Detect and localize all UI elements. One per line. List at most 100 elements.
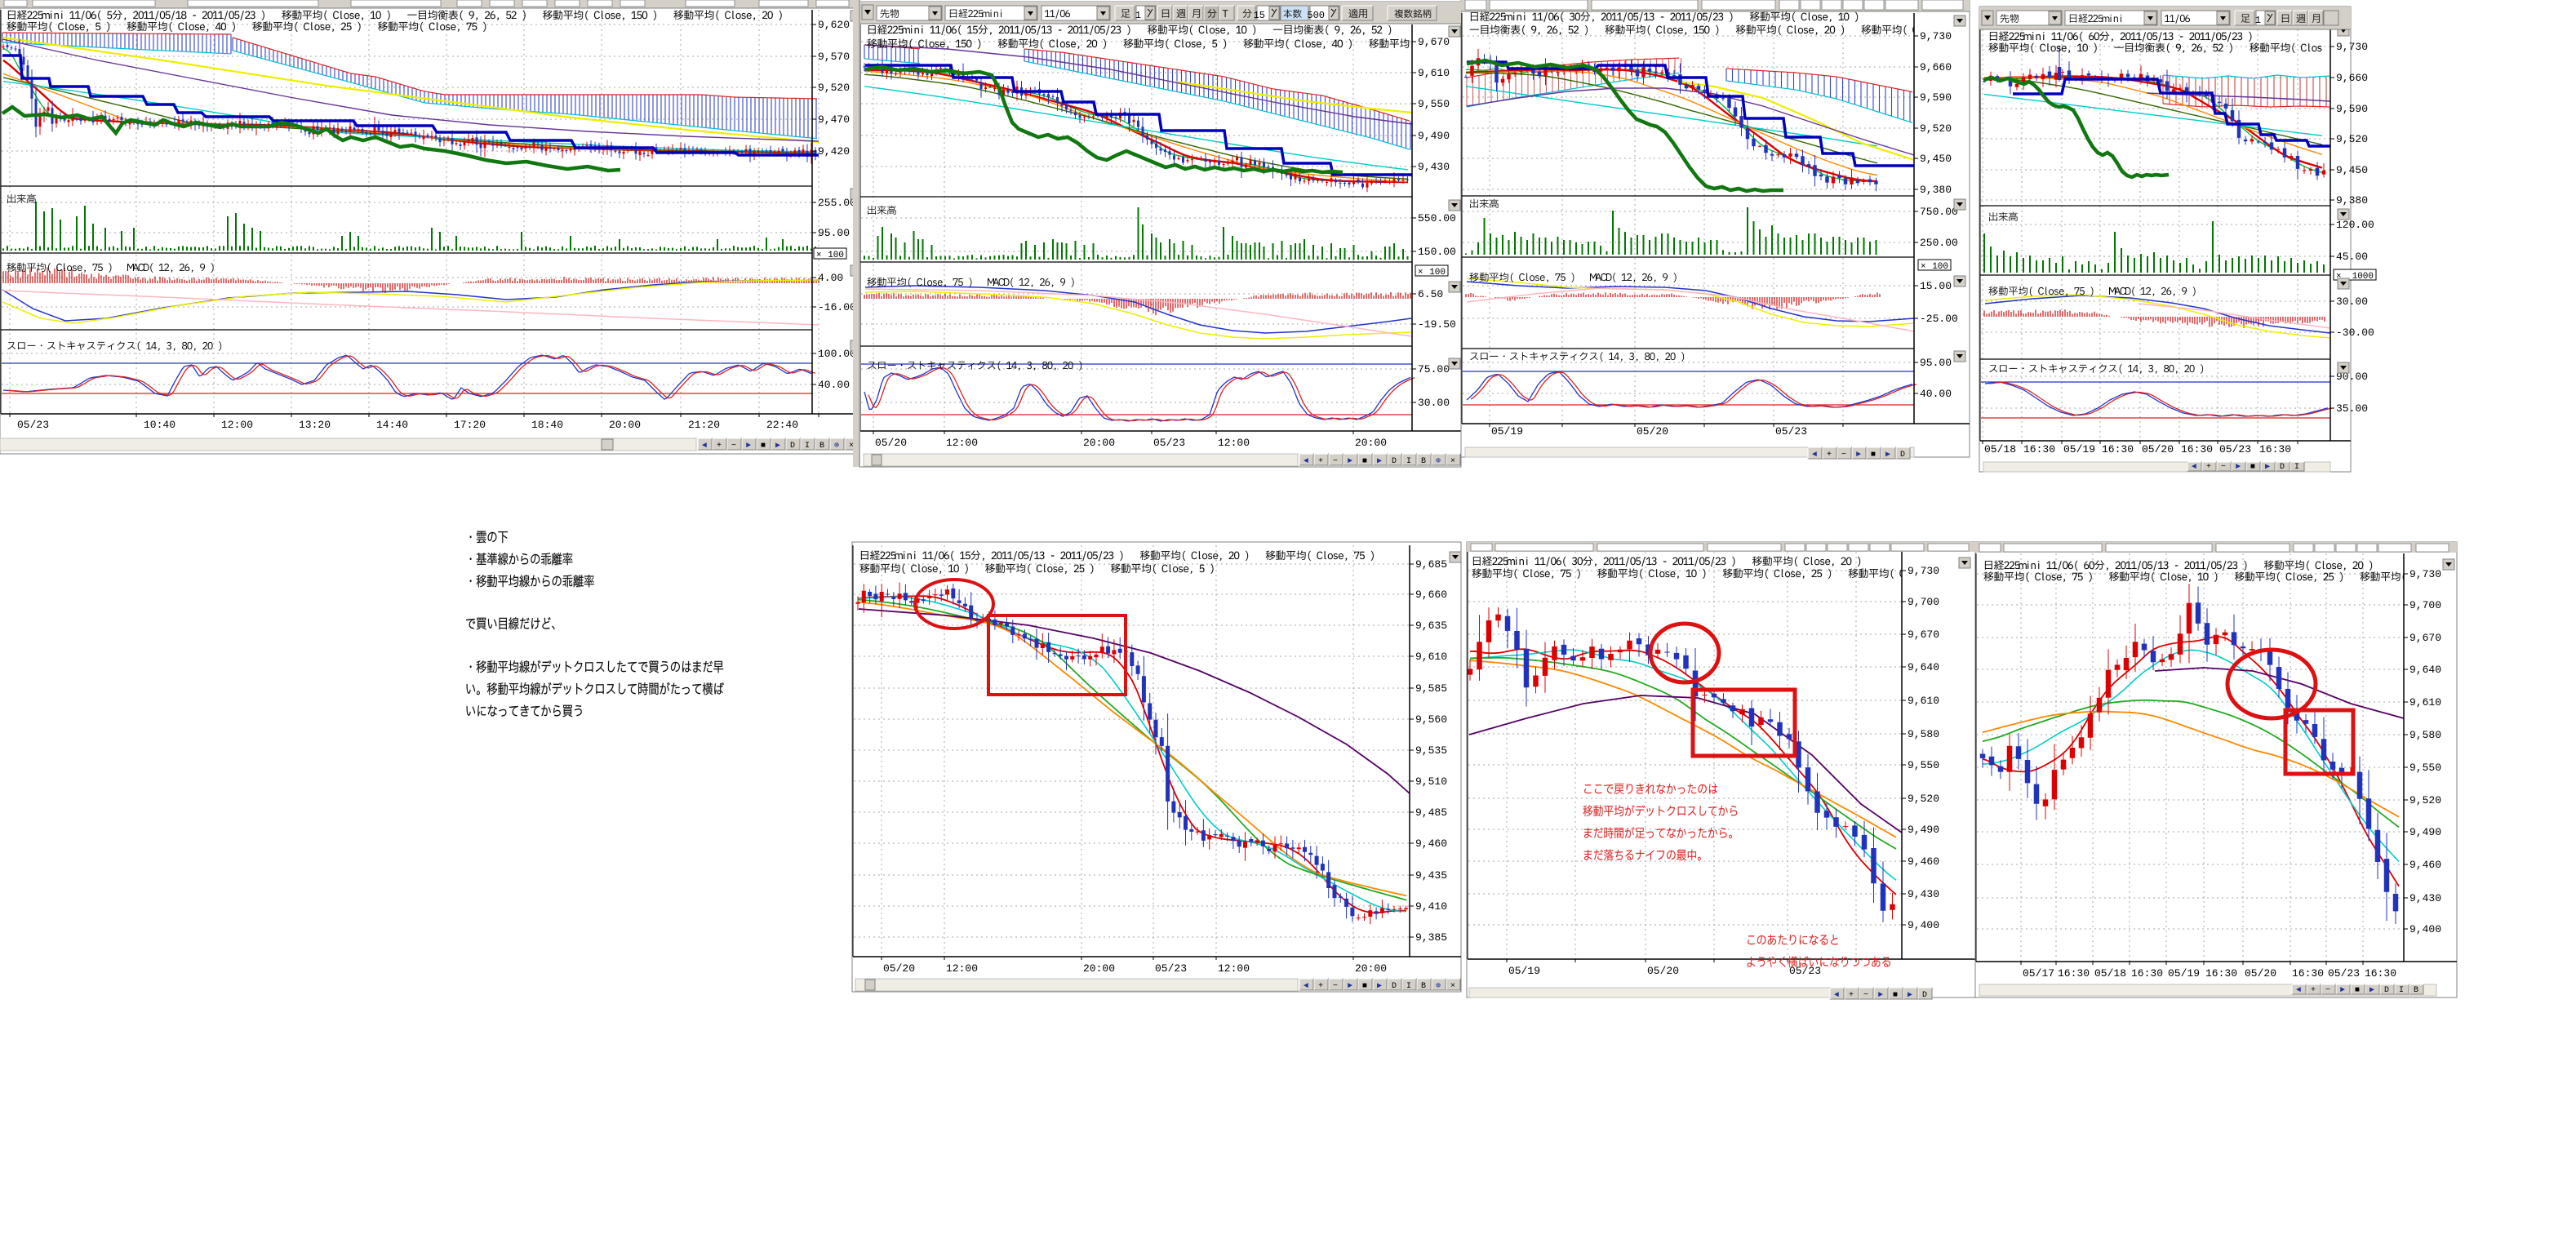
svg-text:9,460: 9,460 (1908, 855, 1939, 868)
svg-text:I: I (1406, 982, 1411, 991)
svg-text:05/23: 05/23 (1153, 437, 1185, 449)
svg-text:9,520: 9,520 (818, 82, 850, 94)
svg-text:05/17: 05/17 (2023, 967, 2054, 980)
svg-text:9,640: 9,640 (2409, 664, 2441, 676)
svg-text:9,730: 9,730 (1908, 565, 1939, 577)
svg-text:-19.50: -19.50 (1418, 318, 1456, 331)
svg-text:12:00: 12:00 (221, 419, 253, 431)
svg-text:9,570: 9,570 (818, 51, 850, 63)
svg-text:►: ► (1348, 982, 1352, 991)
svg-text:9,660: 9,660 (2336, 72, 2368, 84)
svg-text:9,400: 9,400 (2409, 923, 2441, 935)
svg-text:D: D (1392, 982, 1397, 991)
svg-text:9,550: 9,550 (2409, 762, 2441, 774)
svg-text:−: − (731, 442, 736, 451)
svg-text:100: 100 (1932, 262, 1948, 272)
svg-text:16:30: 16:30 (2102, 443, 2134, 455)
svg-text:9,620: 9,620 (818, 19, 850, 31)
svg-text:+: + (1849, 991, 1854, 1000)
svg-text:9,520: 9,520 (2409, 794, 2441, 806)
svg-text:9,700: 9,700 (1908, 596, 1939, 608)
svg-text:►: ► (746, 442, 751, 451)
svg-text:9,400: 9,400 (1908, 919, 1939, 931)
svg-text:+: + (2311, 986, 2316, 995)
svg-text:1000: 1000 (2352, 272, 2374, 282)
svg-text:9,385: 9,385 (1415, 931, 1447, 944)
svg-text:05/20: 05/20 (1647, 965, 1679, 977)
svg-text:9,550: 9,550 (1418, 98, 1450, 110)
svg-text:75.00: 75.00 (1418, 363, 1450, 375)
svg-text:21:20: 21:20 (688, 419, 720, 431)
svg-text:9,510: 9,510 (1415, 775, 1447, 788)
svg-text:9,590: 9,590 (1920, 91, 1952, 104)
svg-text:9,410: 9,410 (1415, 900, 1447, 913)
svg-text:9,635: 9,635 (1415, 620, 1447, 632)
svg-text:9,520: 9,520 (1908, 793, 1939, 805)
svg-text:16:30: 16:30 (2023, 443, 2055, 455)
svg-text:+: + (2206, 463, 2211, 472)
svg-text:20:00: 20:00 (1083, 437, 1115, 449)
svg-text:9,640: 9,640 (1908, 661, 1939, 673)
svg-text:▶: ▶ (1377, 982, 1382, 991)
svg-text:▶: ▶ (1908, 991, 1912, 1000)
svg-text:9,590: 9,590 (2336, 103, 2368, 115)
svg-text:D: D (1900, 451, 1905, 460)
svg-text:40.00: 40.00 (818, 379, 850, 391)
svg-text:9,580: 9,580 (2409, 729, 2441, 741)
svg-text:95.00: 95.00 (818, 227, 850, 239)
svg-text:▶: ▶ (1885, 451, 1890, 460)
svg-text:150.00: 150.00 (1418, 246, 1456, 258)
svg-text:9,430: 9,430 (1908, 888, 1939, 900)
svg-text:9,610: 9,610 (1908, 695, 1939, 707)
svg-text:9,420: 9,420 (818, 145, 850, 158)
svg-text:−: − (2325, 986, 2330, 995)
svg-text:16:30: 16:30 (2292, 967, 2324, 980)
svg-text:05/23: 05/23 (17, 419, 49, 431)
svg-text:13:20: 13:20 (299, 419, 331, 431)
svg-text:9,700: 9,700 (2409, 599, 2441, 611)
svg-text:05/20: 05/20 (1637, 425, 1668, 438)
svg-text:05/23: 05/23 (2219, 443, 2251, 455)
svg-text:9,450: 9,450 (2336, 164, 2368, 176)
svg-text:100: 100 (1429, 268, 1446, 278)
svg-text:22:40: 22:40 (766, 419, 798, 431)
svg-text:◄: ◄ (2296, 986, 2301, 995)
svg-text:9,490: 9,490 (2409, 826, 2441, 838)
svg-text:14:40: 14:40 (376, 419, 408, 431)
svg-text:−: − (1333, 457, 1338, 466)
svg-text:05/19: 05/19 (1508, 965, 1540, 977)
svg-text:12:00: 12:00 (1218, 437, 1250, 449)
svg-text:9,460: 9,460 (1415, 837, 1447, 850)
svg-text:I: I (2294, 463, 2299, 472)
svg-text:−: − (1863, 991, 1868, 1000)
svg-text:30.00: 30.00 (2336, 295, 2368, 308)
svg-text:9,435: 9,435 (1415, 869, 1447, 882)
svg-text:05/18: 05/18 (2094, 967, 2126, 980)
svg-text:◄: ◄ (1304, 457, 1308, 466)
svg-text:9,380: 9,380 (2336, 194, 2368, 207)
svg-text:17:20: 17:20 (454, 419, 486, 431)
svg-text:I: I (2399, 986, 2404, 995)
svg-text:►: ► (1348, 457, 1352, 466)
svg-text:16:30: 16:30 (2259, 443, 2291, 455)
svg-text:9,490: 9,490 (1418, 130, 1450, 142)
svg-text:B: B (2414, 986, 2418, 995)
svg-text:9,470: 9,470 (818, 113, 850, 126)
svg-text:12:00: 12:00 (946, 437, 978, 449)
svg-text:9,490: 9,490 (1908, 824, 1939, 836)
svg-text:−: − (1333, 982, 1338, 991)
svg-text:9,380: 9,380 (1920, 184, 1952, 196)
svg-text:9,430: 9,430 (2409, 892, 2441, 904)
svg-text:9,560: 9,560 (1415, 713, 1447, 726)
svg-text:◄: ◄ (1812, 451, 1817, 460)
svg-text:15: 15 (1254, 10, 1265, 21)
svg-text:D: D (790, 442, 795, 451)
svg-text:45.00: 45.00 (2336, 251, 2368, 263)
svg-text:-16.00: -16.00 (818, 301, 856, 313)
svg-text:+: + (1318, 457, 1323, 466)
svg-text:■: ■ (1362, 457, 1367, 466)
svg-text:9,730: 9,730 (2336, 41, 2368, 53)
svg-text:9,685: 9,685 (1415, 558, 1447, 571)
svg-text:05/23: 05/23 (1155, 962, 1187, 975)
svg-text:■: ■ (1362, 982, 1367, 991)
